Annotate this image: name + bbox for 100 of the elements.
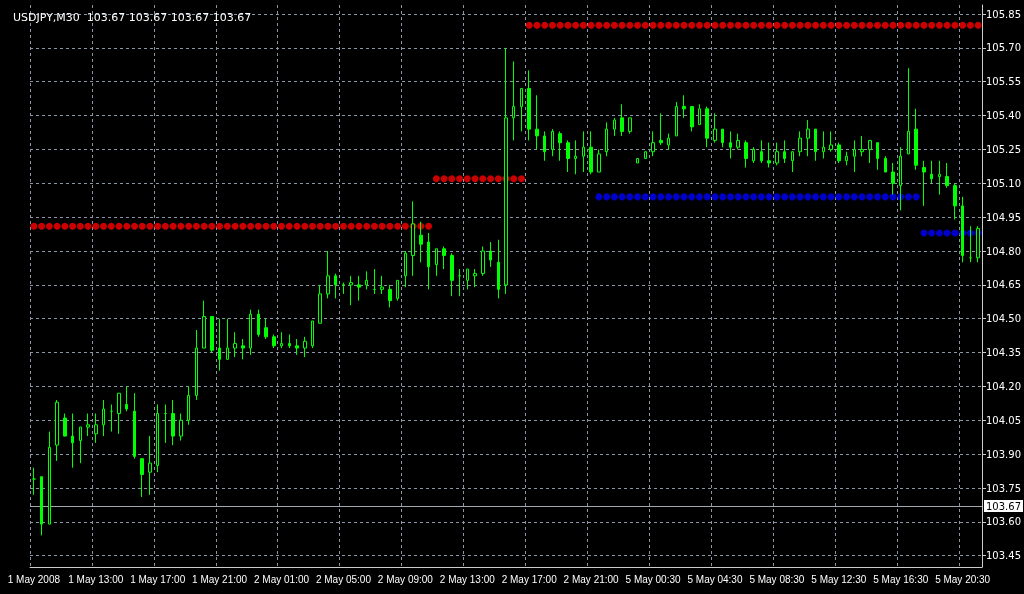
x-tick-label: 5 May 12:30 <box>811 573 867 585</box>
x-tick-label: 5 May 16:30 <box>873 573 929 585</box>
candlestick <box>938 160 941 196</box>
candlestick <box>705 106 709 148</box>
candlestick <box>218 318 221 372</box>
candlestick <box>442 246 446 270</box>
candlestick <box>334 273 337 299</box>
candlestick <box>721 128 724 148</box>
candlestick <box>303 336 307 358</box>
candlestick <box>605 121 608 157</box>
candlestick <box>79 426 82 464</box>
y-tick-label: 105.70 <box>986 42 1021 54</box>
candlestick <box>133 392 136 460</box>
y-tick-label: 105.25 <box>986 143 1021 155</box>
candlestick <box>435 248 438 277</box>
candlestick <box>767 142 771 169</box>
candlestick <box>520 88 523 132</box>
candlestick <box>860 135 864 157</box>
candlestick <box>675 101 678 137</box>
candlestick <box>458 268 461 297</box>
candlestick <box>156 403 159 473</box>
x-tick-label: 5 May 00:30 <box>625 573 682 585</box>
candlestick <box>249 309 252 356</box>
candlestick <box>117 392 121 435</box>
ref-line-label: 103.67 <box>986 500 1021 512</box>
candlestick <box>558 130 562 162</box>
candlestick <box>102 399 105 437</box>
candlestick <box>226 318 229 360</box>
candlestick <box>884 155 887 173</box>
candlestick <box>829 130 833 153</box>
candlestick <box>295 338 299 356</box>
candlestick <box>233 331 237 358</box>
candlestick <box>187 385 190 426</box>
candlestick <box>775 142 779 166</box>
x-tick-label: 2 May 01:00 <box>254 573 310 585</box>
candlestick <box>148 435 152 496</box>
candlestick <box>380 275 384 295</box>
candlestick <box>365 270 368 290</box>
candlestick <box>427 232 430 290</box>
x-tick-label: 1 May 13:00 <box>68 573 124 585</box>
candlestick <box>473 268 477 288</box>
candlestick <box>140 458 144 498</box>
candlestick <box>613 117 616 137</box>
candlestick <box>690 106 694 132</box>
candlestick <box>179 413 183 442</box>
candlestick <box>945 162 949 189</box>
candlestick <box>71 413 74 469</box>
candlestick <box>574 139 577 175</box>
candlestick <box>798 130 802 157</box>
candlestick <box>698 103 701 126</box>
candlestick <box>783 139 786 164</box>
y-tick-label: 104.95 <box>986 211 1021 223</box>
candlestick <box>752 146 755 164</box>
candlestick <box>404 250 407 288</box>
candlestick <box>280 331 283 349</box>
candlestick <box>620 103 624 137</box>
candlestick <box>667 133 670 150</box>
candlestick <box>63 413 67 437</box>
y-tick-label: 105.40 <box>986 110 1021 122</box>
x-tick-label: 1 May 17:00 <box>130 573 186 585</box>
candlestick <box>868 139 872 164</box>
candlestick <box>164 403 167 444</box>
candlestick <box>845 151 848 166</box>
candlestick <box>659 112 663 146</box>
y-tick-label: 105.55 <box>986 76 1021 88</box>
candlestick <box>953 182 957 220</box>
candlestick <box>264 318 268 340</box>
candlestick <box>497 239 500 299</box>
x-tick-label: 2 May 13:00 <box>439 573 496 585</box>
y-tick-label: 105.10 <box>986 177 1021 189</box>
candlestick <box>744 139 748 169</box>
candlestick <box>40 476 43 536</box>
y-tick-label: 104.80 <box>986 245 1021 257</box>
y-tick-label: 103.60 <box>986 516 1021 528</box>
candlestick <box>32 467 36 496</box>
y-tick-label: 103.75 <box>986 482 1021 494</box>
candlestick <box>349 275 353 306</box>
candlestick <box>922 160 926 207</box>
candlestick <box>125 385 128 412</box>
candlestick <box>822 130 825 159</box>
x-tick-label: 2 May 17:00 <box>501 573 558 585</box>
candlestick <box>907 67 910 155</box>
candlestick <box>760 139 763 164</box>
candlestick <box>527 69 531 141</box>
candlestick <box>589 130 593 175</box>
candlestick <box>543 130 546 162</box>
candlestick <box>288 334 291 349</box>
candlestick <box>373 268 376 295</box>
x-tick-label: 1 May 2008 <box>7 573 61 585</box>
candlestick <box>272 334 276 349</box>
y-tick-label: 103.45 <box>986 550 1021 562</box>
y-tick-label: 104.05 <box>986 414 1021 426</box>
candlestick <box>729 130 732 159</box>
candlestick <box>628 117 632 135</box>
candlestick <box>566 139 570 173</box>
candlestick <box>318 284 322 324</box>
candlestick <box>914 108 918 171</box>
candlestick <box>110 403 113 433</box>
candlestick <box>535 94 539 150</box>
candlestick <box>806 119 810 157</box>
